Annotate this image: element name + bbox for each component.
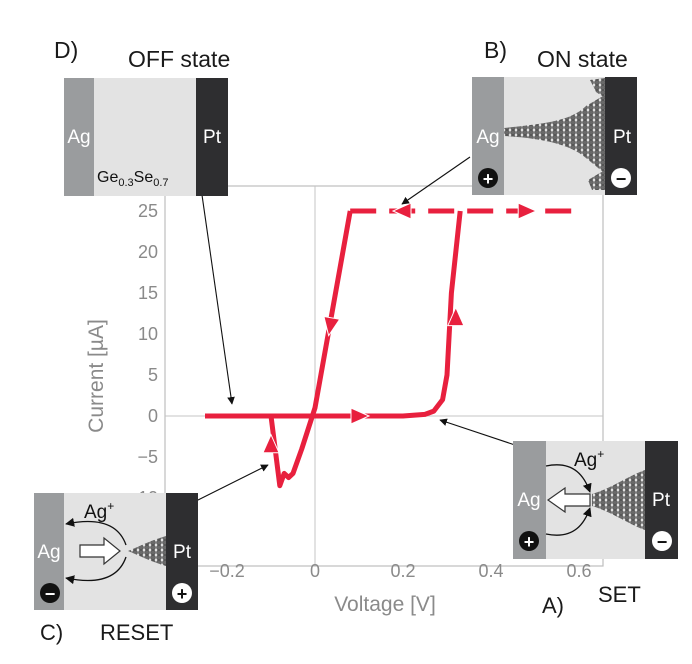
minus-sign: − [616, 169, 627, 189]
minus-sign: − [657, 532, 668, 552]
panel-title-on: ON state [537, 46, 628, 72]
x-axis-label: Voltage [V] [334, 593, 436, 616]
panel-letter-c: C) [40, 620, 63, 645]
x-tick-label: 0.2 [390, 561, 415, 581]
x-tick-label: −0.2 [209, 561, 245, 581]
ion-flow-arrow [546, 486, 591, 514]
arrow-right-icon [517, 202, 538, 220]
minus-terminal-icon [40, 583, 60, 603]
arrow-left-icon [391, 202, 412, 220]
y-tick-label: −5 [137, 447, 158, 467]
callout-arrow-on [401, 156, 471, 205]
callout-arrow-reset [189, 464, 269, 505]
platinum-electrode [196, 78, 228, 196]
filament-tip [590, 78, 605, 98]
y-tick-label: 20 [138, 242, 158, 262]
ion-flow-arrow [79, 536, 121, 566]
arrow-right-icon [350, 407, 371, 425]
silver-label: Ag [67, 127, 90, 148]
y-axis-label: Current [µA] [85, 319, 108, 433]
panel-on-state: B) ON state Ag Pt + − [472, 37, 637, 195]
silver-ion-label: Ag+ [574, 447, 604, 471]
plus-terminal-icon [478, 168, 498, 188]
callout-arrow-off [201, 194, 235, 405]
silver-ion-label: Ag+ [84, 499, 114, 523]
ion-path-lower [545, 507, 592, 536]
panel-letter-d: D) [54, 37, 78, 63]
panel-letter-b: B) [484, 37, 507, 63]
ion-path-upper [545, 464, 592, 493]
platinum-label: Pt [203, 127, 222, 148]
x-tick-label: 0.4 [478, 561, 503, 581]
conductive-filament [504, 96, 605, 172]
platinum-label: Pt [652, 490, 671, 511]
platinum-label: Pt [173, 542, 192, 563]
curve-direction-arrows [262, 202, 538, 454]
minus-sign: − [45, 584, 56, 604]
plus-sign: + [483, 169, 494, 189]
panel-letter-a: A) [542, 593, 564, 618]
silver-label: Ag [476, 127, 499, 148]
arrow-up-icon [262, 433, 280, 454]
arrow-up-icon [447, 306, 465, 327]
panel-title-off: OFF state [128, 46, 230, 72]
platinum-label: Pt [613, 127, 632, 148]
electrolyte-formula: Ge0.3Se0.7 [97, 169, 169, 189]
silver-label: Ag [37, 542, 60, 563]
iv-curve-series-3 [268, 210, 353, 489]
plus-terminal-icon [172, 583, 192, 603]
minus-terminal-icon [652, 531, 672, 551]
y-tick-label: 0 [148, 406, 158, 426]
arrow-down-icon [323, 315, 341, 337]
ion-path-upper [65, 517, 127, 546]
panel-reset: Ag+ Ag Pt − + C) RESET [34, 493, 198, 645]
x-tick-label: 0.6 [566, 561, 591, 581]
y-tick-label: 25 [138, 201, 158, 221]
panel-title-set: SET [598, 582, 641, 607]
filament-base [588, 170, 605, 190]
panel-title-reset: RESET [100, 620, 173, 645]
plus-sign: + [177, 584, 188, 604]
y-tick-label: 15 [138, 283, 158, 303]
panel-set: Ag+ Ag Pt + − A) SET [513, 441, 678, 618]
panel-off-state: D) OFF state Ag Pt Ge0.3Se0.7 [54, 37, 230, 196]
silver-label: Ag [517, 490, 540, 511]
silver-electrode [64, 78, 94, 196]
plus-sign: + [524, 532, 535, 552]
y-tick-label: 5 [148, 365, 158, 385]
x-tick-labels: −0.2 0 0.2 0.4 0.6 [209, 561, 591, 581]
minus-terminal-icon [611, 168, 631, 188]
partial-filament [592, 470, 645, 530]
ion-path-lower [65, 556, 127, 585]
partial-filament [128, 536, 166, 566]
y-tick-label: 10 [138, 324, 158, 344]
plot-frame [164, 185, 604, 567]
plus-terminal-icon [519, 531, 539, 551]
x-tick-label: 0 [310, 561, 320, 581]
